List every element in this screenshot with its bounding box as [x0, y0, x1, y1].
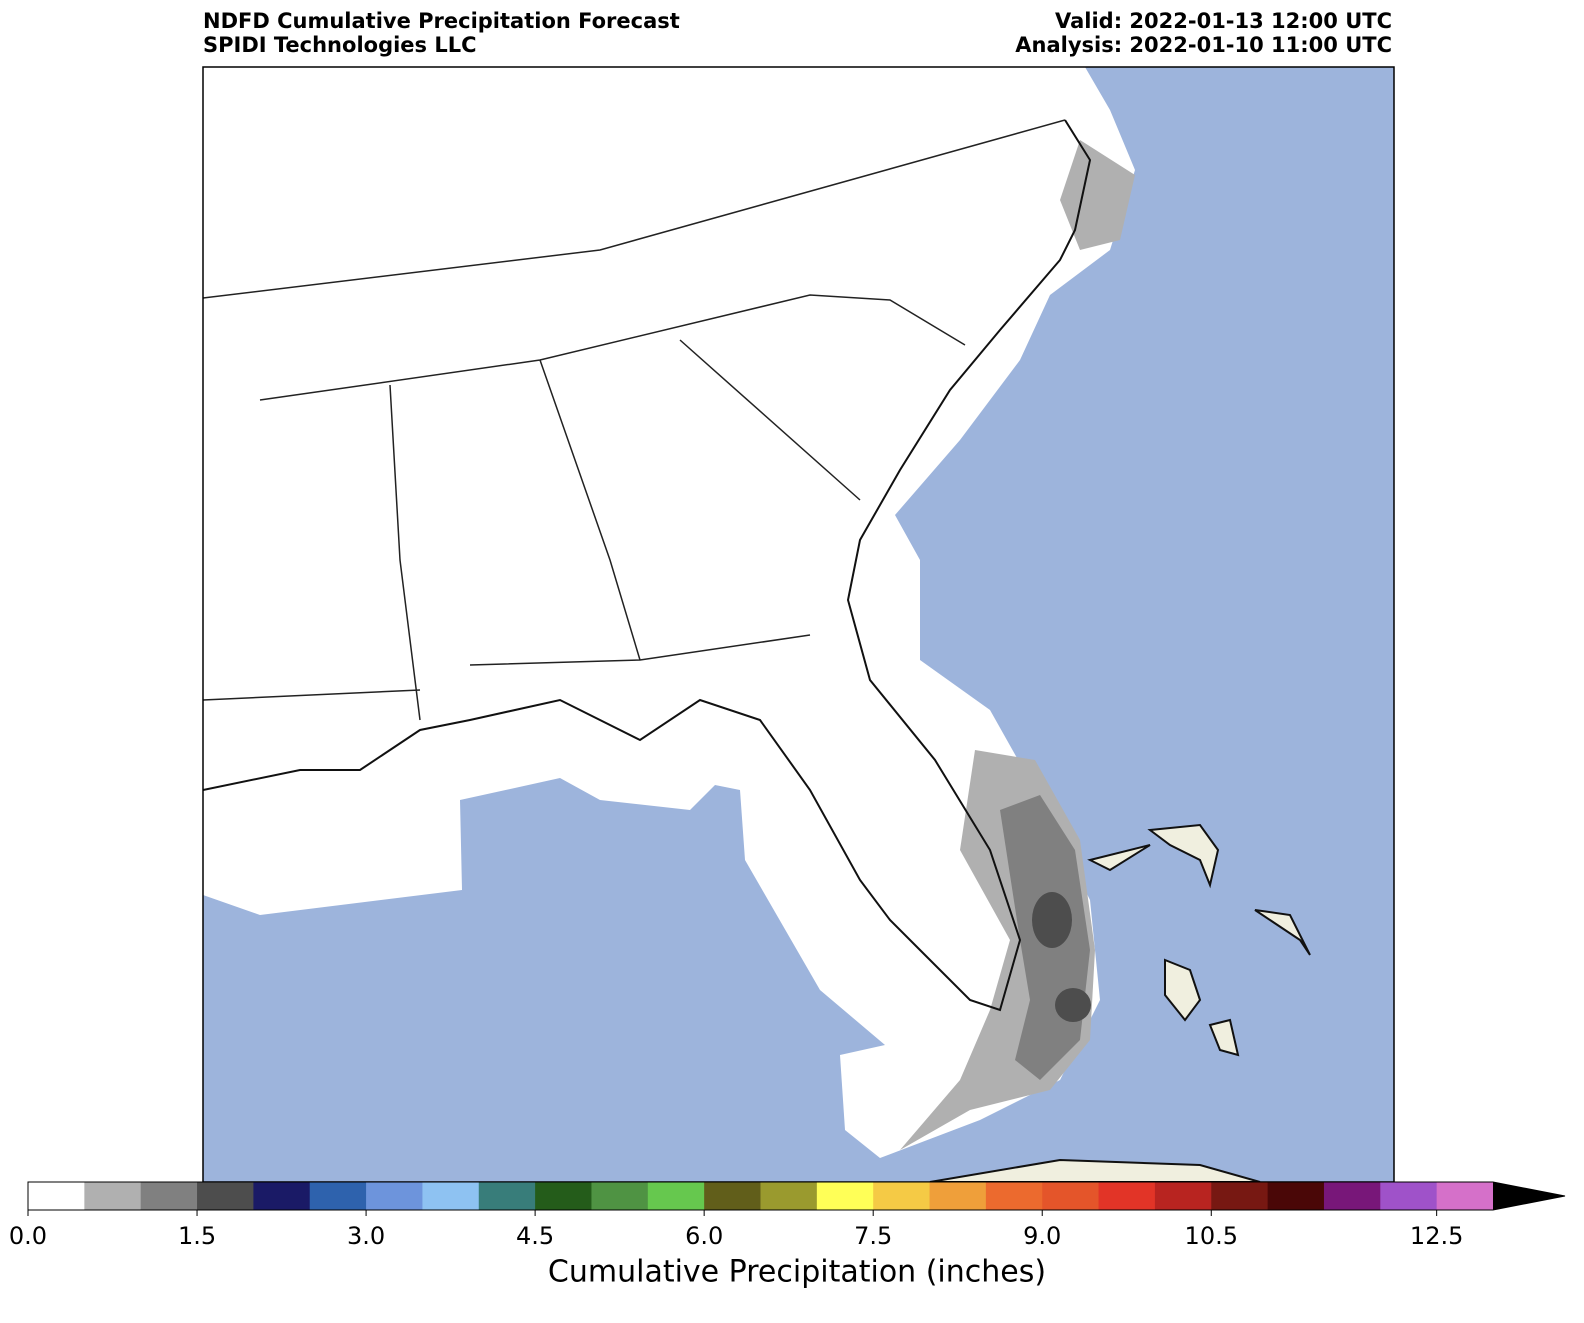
colorbar-bin [28, 1182, 85, 1210]
colorbar-bin [816, 1182, 874, 1210]
valid-time: Valid: 2022-01-13 12:00 UTC [1055, 9, 1392, 33]
colorbar-bin [591, 1182, 649, 1210]
title: NDFD Cumulative Precipitation Forecast [203, 9, 680, 33]
precip-heavy [1032, 892, 1072, 948]
colorbar-tick-label: 3.0 [347, 1222, 385, 1250]
colorbar-tick-label: 1.5 [178, 1222, 216, 1250]
colorbar-bin [704, 1182, 761, 1210]
colorbar-bin [929, 1182, 987, 1210]
colorbar-bin [309, 1182, 367, 1210]
colorbar-outline [27, 1181, 1566, 1211]
colorbar-bin [985, 1182, 1043, 1210]
colorbar-bin [1380, 1182, 1438, 1210]
colorbar-extend [1493, 1182, 1565, 1210]
colorbar-bin [1211, 1182, 1269, 1210]
colorbar-bin [253, 1182, 311, 1210]
colorbar-tick-label: 12.5 [1410, 1222, 1463, 1250]
colorbar-bin [1267, 1182, 1325, 1210]
coastline [203, 119, 1092, 1012]
colorbar-bin [1098, 1182, 1156, 1210]
map [202, 66, 1395, 1183]
colorbar-bin [422, 1182, 480, 1210]
colorbar-tick-label: 0.0 [9, 1222, 47, 1250]
colorbar-tick-label: 7.5 [854, 1222, 892, 1250]
colorbar-bin [366, 1182, 423, 1210]
zero-precip-area [203, 67, 1135, 1158]
colorbar-bin [647, 1182, 705, 1210]
precip-heavy [1055, 988, 1091, 1022]
state-borders [203, 119, 1066, 721]
colorbar-bin [873, 1182, 931, 1210]
colorbar-bin [84, 1182, 142, 1210]
islands [929, 823, 1311, 1182]
colorbar-bin [478, 1182, 536, 1210]
colorbar-tick-label: 4.5 [516, 1222, 554, 1250]
analysis-time: Analysis: 2022-01-10 11:00 UTC [1015, 33, 1392, 57]
colorbar-tick-label: 6.0 [685, 1222, 723, 1250]
colorbar-bin [1042, 1182, 1100, 1210]
colorbar-bin [1323, 1182, 1381, 1210]
colorbar-bin [1436, 1182, 1494, 1210]
colorbar-bin [140, 1182, 198, 1210]
precip-light [1060, 140, 1135, 250]
colorbar-tick-label: 10.5 [1185, 1222, 1238, 1250]
colorbar-bin [197, 1182, 254, 1210]
colorbar-bin [1154, 1182, 1212, 1210]
colorbar-bin [760, 1182, 818, 1210]
subtitle: SPIDI Technologies LLC [203, 33, 477, 57]
colorbar-label: Cumulative Precipitation (inches) [548, 1255, 1046, 1290]
colorbar: 0.0 1.5 3.0 4.5 6.0 7.5 9.0 10.5 12.5 [9, 1181, 1566, 1250]
colorbar-tick-label: 9.0 [1023, 1222, 1061, 1250]
colorbar-bin [535, 1182, 592, 1210]
